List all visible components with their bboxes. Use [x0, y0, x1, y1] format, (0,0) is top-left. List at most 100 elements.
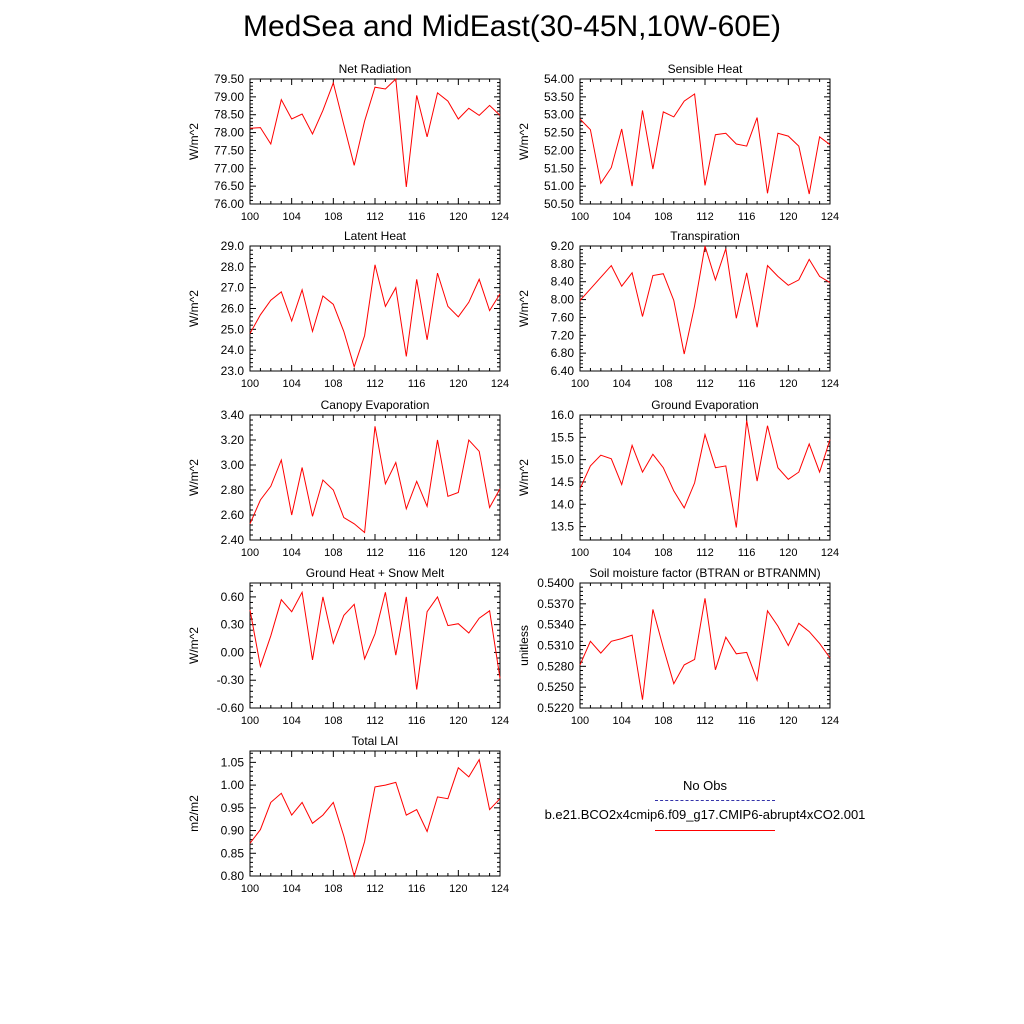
y-tick-label: 0.00: [221, 645, 245, 659]
y-tick-label: 2.80: [221, 483, 245, 497]
x-tick-label: 120: [449, 211, 467, 223]
legend-model-line: [655, 830, 775, 831]
y-tick-label: 7.20: [551, 328, 575, 342]
chart-title: Canopy Evaporation: [321, 398, 430, 412]
x-tick-label: 116: [408, 715, 426, 727]
x-tick-label: 116: [738, 211, 756, 223]
x-tick-label: 112: [366, 211, 384, 223]
y-tick-label: 53.00: [544, 108, 574, 122]
y-tick-label: 0.95: [221, 801, 245, 815]
x-tick-label: 120: [449, 715, 467, 727]
y-tick-label: -0.30: [217, 673, 245, 687]
y-tick-label: 14.5: [551, 475, 575, 489]
x-tick-label: 116: [408, 211, 426, 223]
y-tick-label: 0.60: [221, 590, 245, 604]
x-tick-label: 100: [241, 883, 259, 895]
x-tick-label: 120: [449, 883, 467, 895]
x-tick-label: 100: [571, 547, 589, 559]
x-tick-label: 112: [696, 715, 714, 727]
y-tick-label: 50.50: [544, 197, 574, 211]
y-tick-label: 13.5: [551, 520, 575, 534]
x-tick-label: 116: [738, 547, 756, 559]
x-tick-label: 116: [738, 378, 756, 390]
x-tick-label: 104: [282, 211, 300, 223]
legend-obs-line: [655, 800, 775, 801]
x-tick-label: 108: [324, 715, 342, 727]
series-line-0: [249, 77, 501, 187]
series-line-0: [579, 245, 831, 355]
y-tick-label: 23.0: [221, 364, 245, 378]
y-tick-label: 0.5310: [537, 639, 574, 653]
chart-panel-6: 100 104 108 112 116 120 124 -0.60 -0.30 0.00 0.30 0…: [187, 566, 509, 727]
x-tick-label: 116: [408, 883, 426, 895]
chart-title: Net Radiation: [339, 62, 412, 76]
x-tick-label: 124: [821, 715, 839, 727]
y-axis-label: W/m^2: [517, 123, 531, 160]
y-tick-label: 8.80: [551, 257, 575, 271]
y-tick-label: 29.0: [221, 239, 245, 253]
chart-title: Transpiration: [670, 229, 740, 243]
series-line-0: [579, 93, 831, 195]
legend-model-label: b.e21.BCO2x4cmip6.f09_g17.CMIP6-abrupt4x…: [544, 807, 866, 822]
y-tick-label: 1.05: [221, 755, 245, 769]
x-tick-label: 124: [821, 547, 839, 559]
y-tick-label: 15.0: [551, 453, 575, 467]
legend-obs-label: No Obs: [682, 778, 728, 793]
y-tick-label: 0.80: [221, 869, 245, 883]
series-line-0: [249, 264, 501, 369]
y-tick-label: 0.5370: [537, 597, 574, 611]
y-tick-label: 8.40: [551, 275, 575, 289]
y-axis-label: m2/m2: [187, 795, 201, 832]
y-tick-label: -0.60: [217, 701, 245, 715]
plot-frame: [249, 78, 501, 205]
x-tick-label: 108: [654, 211, 672, 223]
y-tick-label: 3.00: [221, 458, 245, 472]
y-tick-label: 16.0: [551, 408, 575, 422]
x-tick-label: 124: [491, 547, 509, 559]
series-line-0: [579, 420, 831, 528]
x-tick-label: 108: [324, 211, 342, 223]
y-tick-label: 0.90: [221, 824, 245, 838]
x-tick-label: 120: [779, 211, 797, 223]
x-tick-label: 104: [612, 378, 630, 390]
y-axis-label: W/m^2: [517, 459, 531, 496]
y-tick-label: 0.5340: [537, 618, 574, 632]
y-tick-label: 2.40: [221, 533, 245, 547]
plot-frame: [579, 245, 831, 372]
y-tick-label: 24.0: [221, 343, 245, 357]
chart-title: Soil moisture factor (BTRAN or BTRANMN): [589, 566, 820, 580]
y-tick-label: 76.00: [214, 197, 244, 211]
x-tick-label: 100: [241, 715, 259, 727]
y-tick-label: 54.00: [544, 72, 574, 86]
y-tick-label: 8.00: [551, 293, 575, 307]
y-tick-label: 1.00: [221, 778, 245, 792]
y-tick-label: 0.5250: [537, 680, 574, 694]
y-axis-label: unitless: [517, 625, 531, 666]
x-tick-label: 120: [779, 378, 797, 390]
x-tick-label: 124: [821, 211, 839, 223]
x-tick-label: 124: [821, 378, 839, 390]
chart-panel-4: 100 104 108 112 116 120 124 2.40 2.60 2.80 3.00 3.2…: [187, 398, 509, 559]
chart-panel-3: 100 104 108 112 116 120 124 6.40 6.80 7.20 7.60 8.0…: [517, 229, 839, 390]
x-tick-label: 108: [324, 883, 342, 895]
y-tick-label: 76.50: [214, 179, 244, 193]
y-tick-label: 6.40: [551, 364, 575, 378]
chart-title: Ground Evaporation: [651, 398, 758, 412]
plot-frame: [249, 582, 501, 709]
y-tick-label: 77.50: [214, 143, 244, 157]
y-tick-label: 0.85: [221, 846, 245, 860]
y-tick-label: 51.50: [544, 161, 574, 175]
x-tick-label: 124: [491, 211, 509, 223]
chart-panel-2: 100 104 108 112 116 120 124 23.0 24.0 25.0 26.0 27.…: [187, 229, 509, 390]
x-tick-label: 120: [779, 547, 797, 559]
y-tick-label: 51.00: [544, 179, 574, 193]
y-tick-label: 2.60: [221, 508, 245, 522]
x-tick-label: 108: [654, 378, 672, 390]
y-tick-label: 0.30: [221, 618, 245, 632]
x-tick-label: 100: [241, 211, 259, 223]
y-tick-label: 0.5400: [537, 576, 574, 590]
series-line-0: [579, 598, 831, 700]
plot-frame: [249, 750, 501, 877]
y-tick-label: 14.0: [551, 497, 575, 511]
